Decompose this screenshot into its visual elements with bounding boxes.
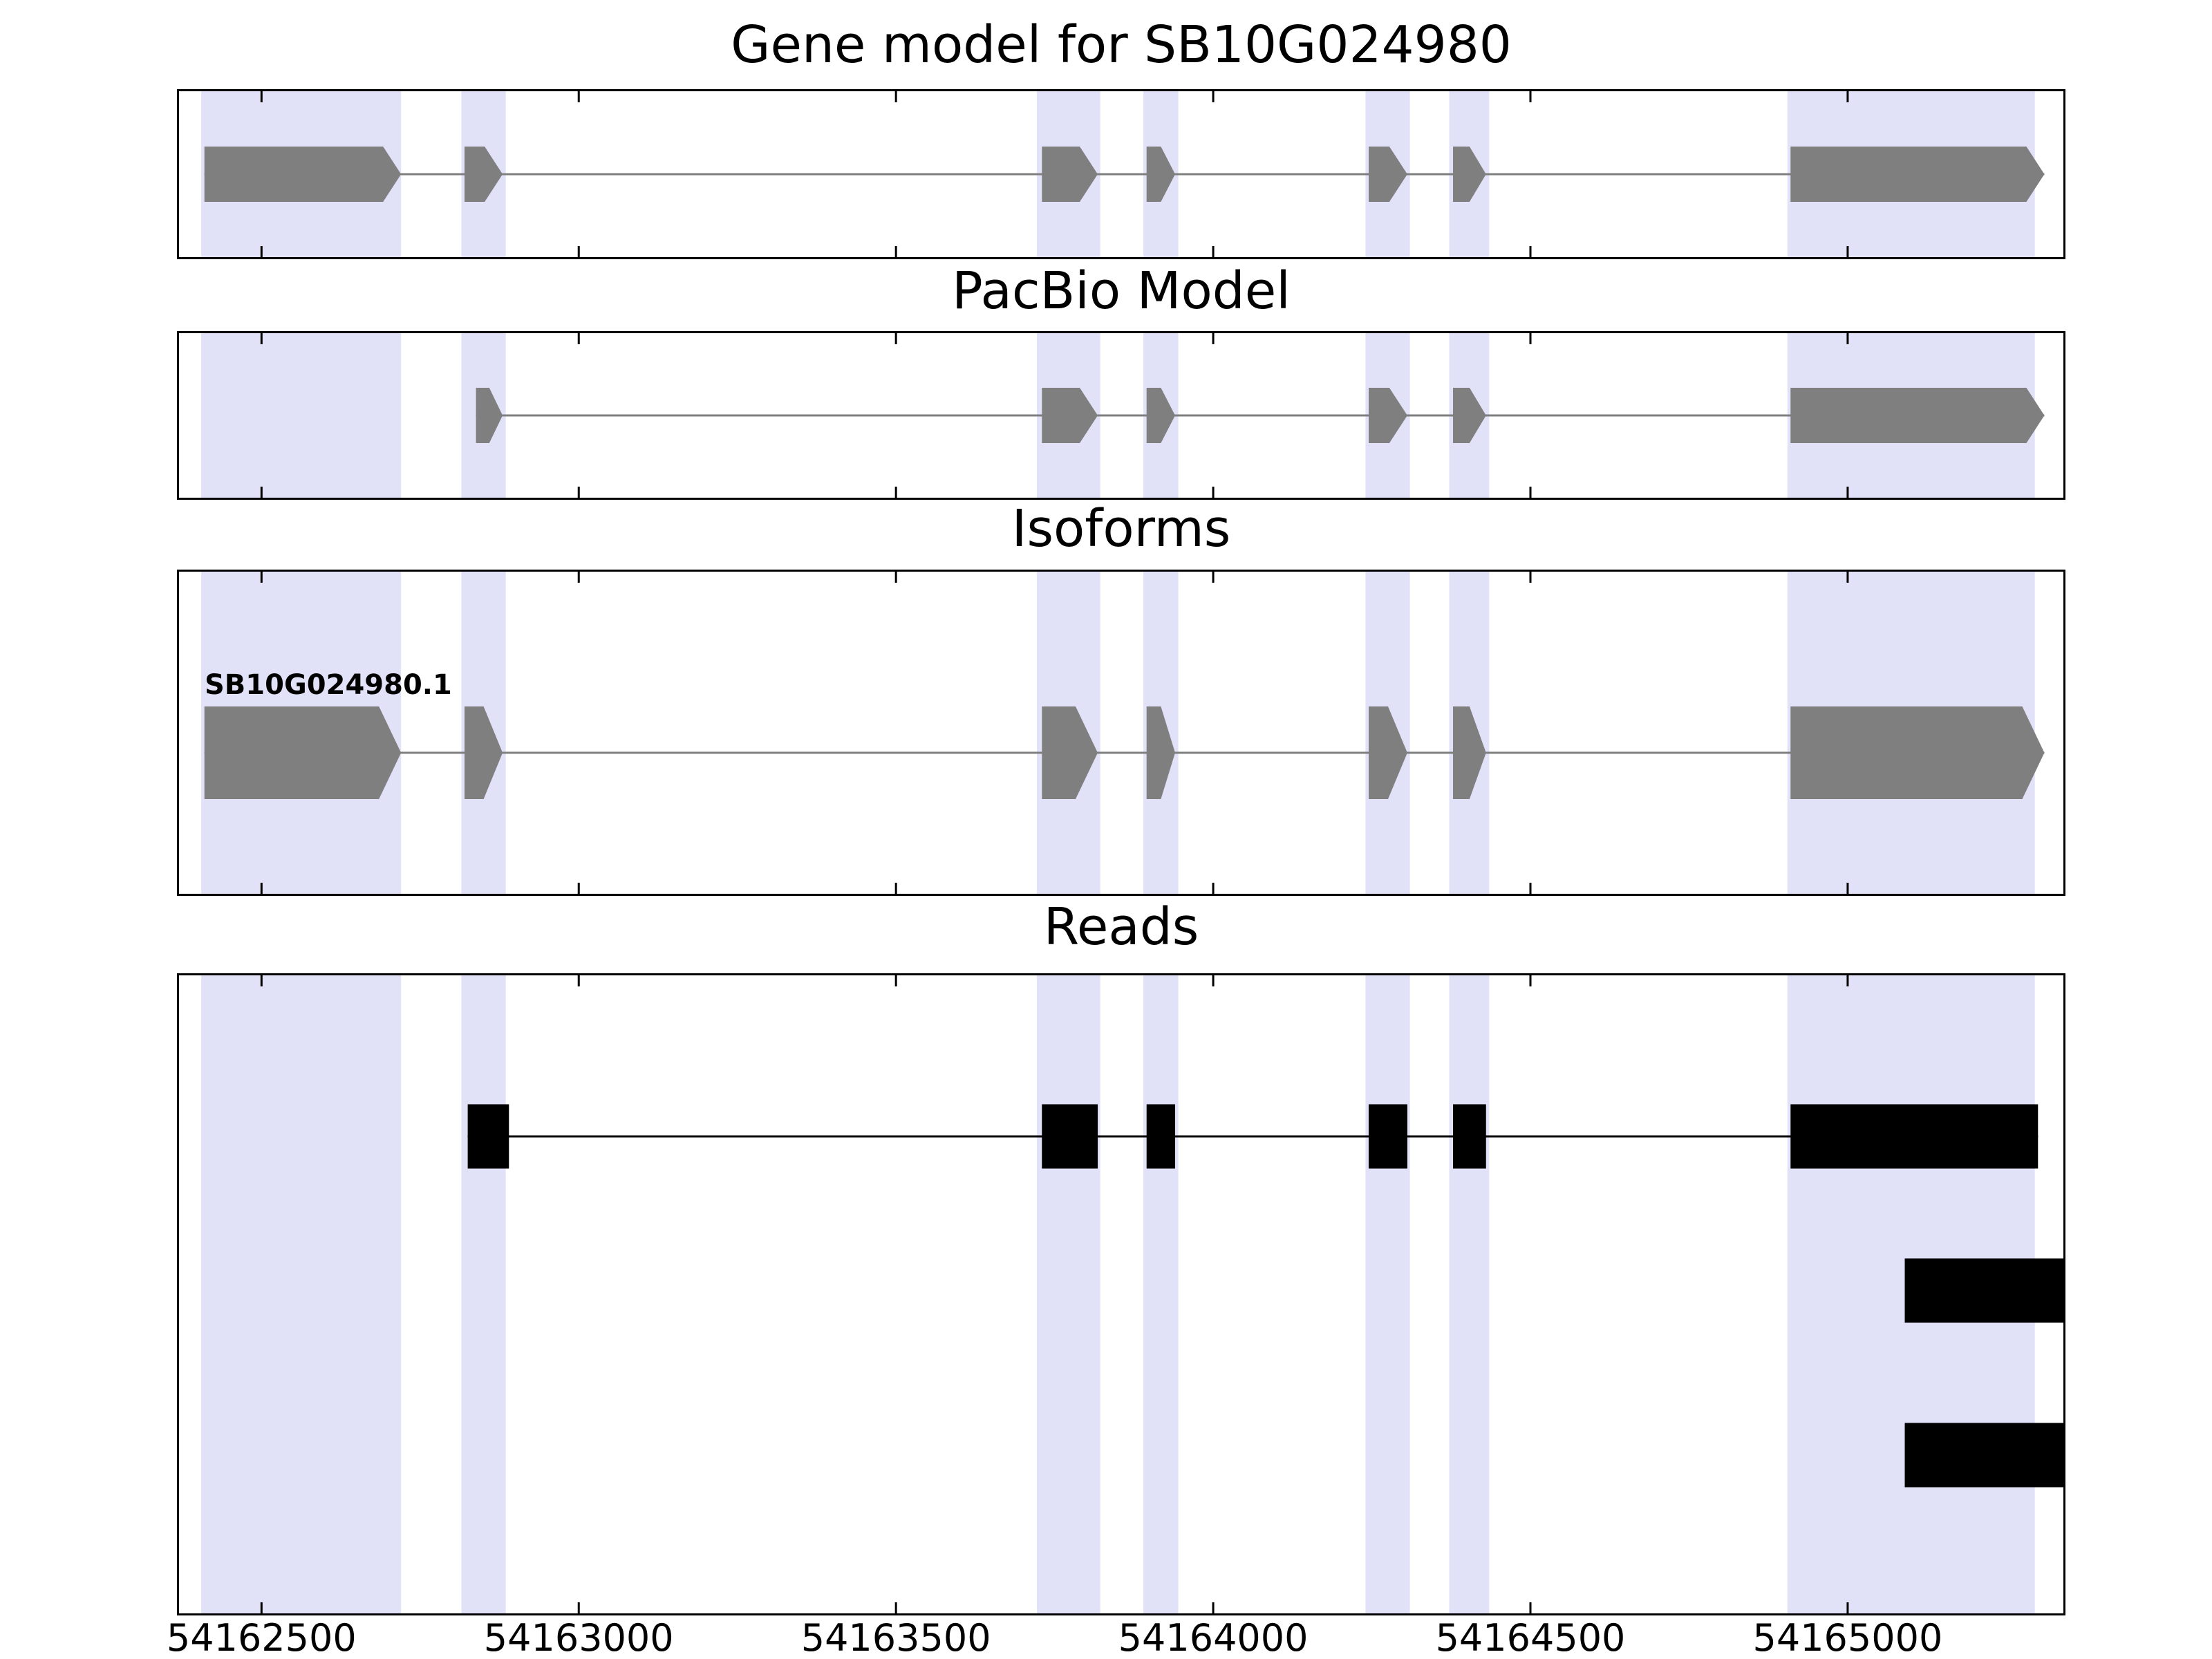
panel-title-isoforms: Isoforms [1011, 499, 1231, 559]
panel-title-gene-model: Gene model for SB10G024980 [731, 15, 1512, 75]
isoforms-track-svg [201, 572, 2045, 894]
panel-isoforms [177, 570, 2065, 896]
gene-model-track-svg [201, 91, 2045, 257]
pacbio-track-svg [201, 333, 2045, 498]
panel-gene-model [177, 89, 2065, 259]
reads-track-svg [201, 975, 2063, 1613]
x-tick-label: 54165000 [1752, 1616, 1943, 1659]
panel-reads [177, 973, 2065, 1615]
x-tick-label: 54162500 [166, 1616, 357, 1659]
x-tick-label: 54164000 [1118, 1616, 1309, 1659]
x-tick-label: 54163000 [483, 1616, 674, 1659]
panel-title-reads: Reads [1043, 897, 1199, 957]
isoform-name-label: SB10G024980.1 [205, 669, 452, 701]
x-tick-label: 54164500 [1435, 1616, 1626, 1659]
panel-title-pacbio-model: PacBio Model [952, 261, 1291, 321]
panel-pacbio-model [177, 331, 2065, 500]
x-tick-label: 54163500 [800, 1616, 991, 1659]
